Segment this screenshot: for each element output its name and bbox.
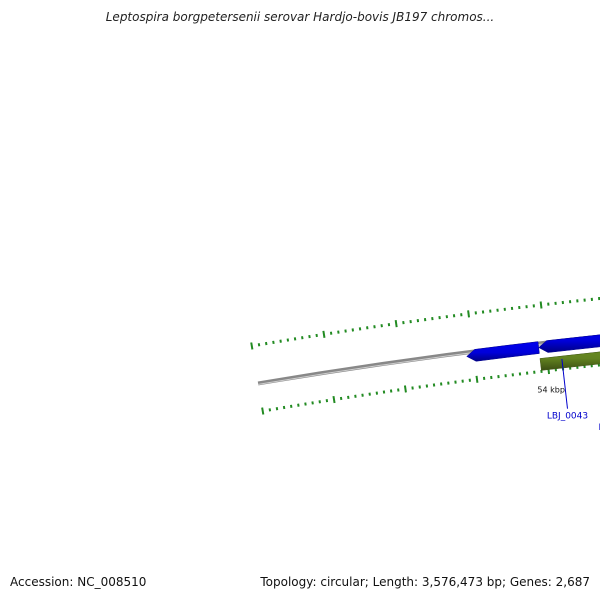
gene-feature[interactable] — [466, 341, 540, 362]
accession-text: Accession: NC_008510 — [10, 575, 147, 589]
gene-feature[interactable] — [539, 343, 600, 371]
chromosome-backbone — [257, 334, 600, 386]
genes-layer — [466, 326, 600, 371]
inner-tick-mark — [332, 395, 336, 404]
inner-tick-mark — [261, 407, 265, 415]
chromosome-backbone-highlight — [258, 337, 600, 385]
outer-tick-mark — [467, 310, 470, 318]
inner-tick-mark — [403, 385, 407, 393]
scale-tick-label: 54 kbp — [537, 385, 565, 394]
gene-feature[interactable] — [538, 326, 600, 353]
inner-tick-mark — [475, 375, 479, 383]
outer-tick-mark — [394, 320, 398, 328]
tick-dots-layer — [250, 296, 600, 415]
gene-label[interactable]: LBJ_0043 — [547, 412, 588, 422]
labels-layer: 54 kbp55 kbp56 kbp57 kbp58 kbp59 kbp60 k… — [537, 358, 600, 433]
topology-text: Topology: circular; Length: 3,576,473 bp… — [260, 575, 590, 589]
map-title: Leptospira borgpetersenii serovar Hardjo… — [105, 10, 495, 24]
outer-tick-mark — [322, 330, 326, 338]
outer-tick-mark — [539, 301, 543, 309]
gene-label[interactable]: LBJ_0044 — [599, 423, 600, 433]
gene-label-leader — [561, 358, 568, 409]
outer-tick-mark — [250, 342, 254, 350]
